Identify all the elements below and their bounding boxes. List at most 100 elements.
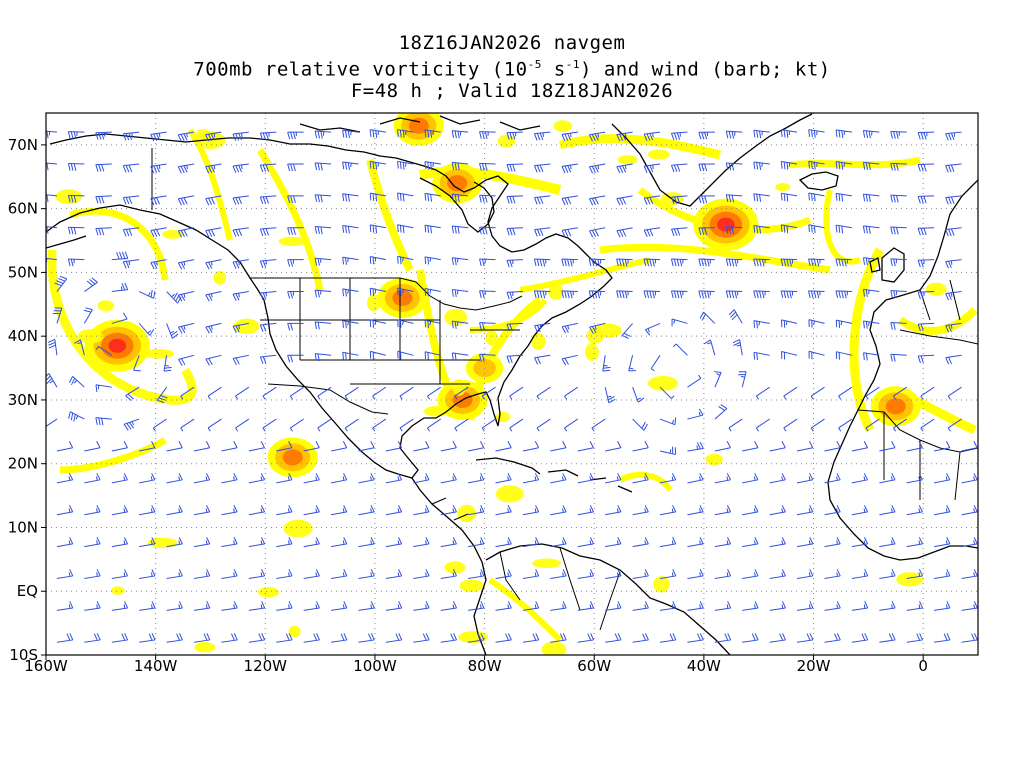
wind-barb — [397, 192, 414, 202]
wind-barb — [303, 633, 320, 643]
wind-barb — [84, 633, 101, 643]
wind-barb — [780, 258, 798, 267]
wind-barb — [797, 569, 814, 579]
wind-barb — [259, 131, 277, 141]
wind-barb — [616, 227, 633, 238]
wind-barb — [947, 418, 962, 432]
wind-barb — [605, 601, 622, 611]
wind-barb — [769, 441, 786, 452]
wind-barb — [824, 633, 841, 643]
wind-barb — [385, 601, 403, 611]
vorticity-patch — [257, 587, 280, 598]
wind-barb — [917, 195, 935, 204]
wind-barb — [207, 418, 222, 432]
wind-barb — [342, 161, 359, 170]
wind-barb — [372, 386, 387, 400]
wind-barb — [672, 343, 688, 356]
wind-barb — [824, 473, 841, 484]
political-borders — [151, 148, 978, 631]
wind-barb — [577, 473, 594, 484]
wind-barb — [440, 537, 457, 548]
wind-barb — [369, 192, 386, 202]
wind-barb — [671, 227, 688, 237]
vorticity-contour — [282, 449, 303, 466]
wind-barb — [163, 355, 172, 372]
wind-barb — [659, 417, 677, 426]
wind-barb — [522, 537, 540, 548]
wind-barb — [687, 601, 704, 611]
wind-barb — [385, 441, 403, 452]
wind-barb — [427, 418, 442, 432]
wind-barb — [369, 224, 386, 234]
wind-barb — [84, 505, 101, 516]
border-central-america — [431, 497, 469, 521]
wind-barb — [369, 129, 386, 138]
wind-barb — [454, 418, 469, 432]
wind-barb — [289, 386, 304, 400]
wind-barb — [753, 161, 770, 171]
wind-barb — [166, 323, 179, 339]
vorticity-band — [823, 189, 861, 265]
wind-barb — [232, 259, 249, 269]
vorticity-contour — [447, 175, 468, 192]
coastline-aleutians — [46, 235, 87, 249]
wind-barb — [451, 161, 469, 171]
wind-barb — [506, 131, 523, 140]
wind-barb — [259, 259, 277, 268]
wind-barb — [139, 441, 156, 452]
wind-barb — [385, 537, 403, 548]
wind-barb — [934, 537, 951, 548]
wind-barb — [139, 473, 156, 484]
wind-barb — [604, 387, 616, 404]
wind-barb — [961, 505, 978, 516]
wind-barb — [714, 473, 732, 484]
lon-tick-label: 0 — [918, 657, 928, 675]
wind-barb — [550, 537, 567, 548]
wind-barb — [670, 290, 688, 299]
wind-barb — [769, 569, 786, 579]
wind-barb — [934, 473, 951, 484]
wind-barb — [753, 258, 770, 267]
wind-barb — [427, 386, 442, 400]
wind-barb — [879, 441, 896, 452]
wind-barb — [424, 161, 441, 170]
wind-barb — [862, 257, 880, 266]
wind-barb — [111, 441, 128, 452]
wind-barb — [138, 323, 155, 336]
wind-barb — [413, 473, 430, 484]
vorticity-patch — [424, 405, 450, 417]
wind-barb — [440, 569, 457, 579]
wind-barb — [742, 505, 759, 516]
wind-barb — [68, 411, 85, 422]
wind-barb — [56, 473, 74, 484]
wind-barb — [84, 441, 101, 452]
vorticity-patch — [495, 411, 511, 423]
wind-barb — [769, 537, 786, 548]
wind-barb — [46, 194, 58, 203]
coastline-greenland — [611, 113, 813, 207]
wind-barb — [704, 339, 716, 356]
wind-barb — [67, 258, 85, 267]
wind-barb — [495, 537, 512, 548]
wind-barb — [920, 386, 935, 400]
lat-tick-label: 20N — [8, 455, 38, 473]
wind-barb — [742, 569, 759, 579]
wind-barb — [397, 350, 414, 360]
wind-barb — [440, 601, 457, 611]
wind-barb — [67, 226, 85, 235]
wind-barb — [235, 418, 250, 432]
wind-barb — [797, 601, 814, 611]
wind-barb — [358, 441, 375, 452]
vorticity-patch — [77, 329, 104, 344]
wind-barb — [588, 258, 606, 267]
vorticity-patch — [775, 183, 791, 192]
wind-barb — [481, 386, 496, 400]
vorticity-contour — [717, 217, 735, 232]
wind-barb — [95, 227, 112, 236]
wind-barb — [52, 307, 63, 324]
wind-barb — [605, 441, 622, 452]
wind-barb — [193, 633, 211, 643]
wind-barb — [713, 371, 722, 388]
vorticity-patch — [444, 561, 466, 574]
wind-barb — [632, 418, 648, 431]
